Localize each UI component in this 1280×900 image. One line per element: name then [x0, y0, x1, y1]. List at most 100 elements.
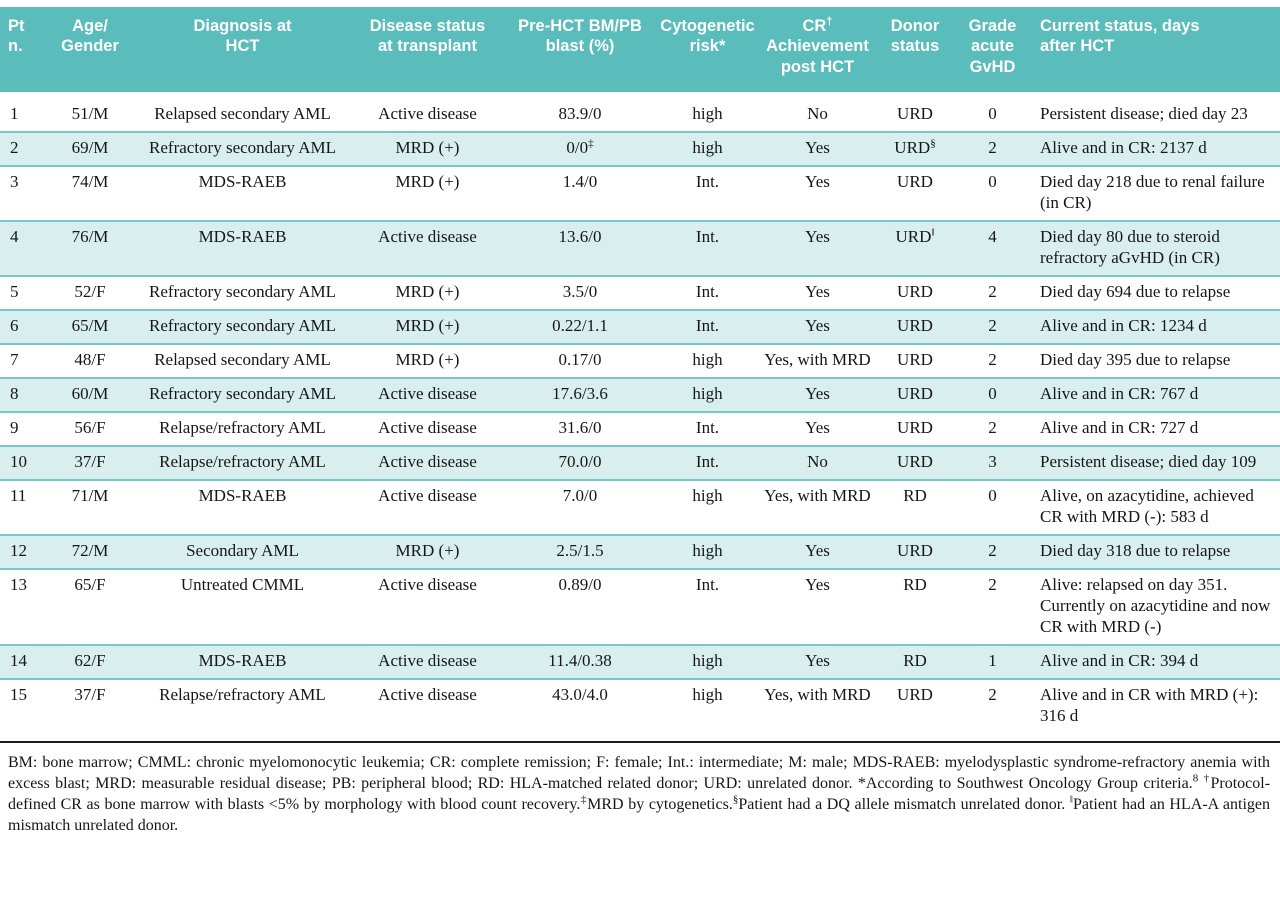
cell-cr-achievement: Yes — [760, 644, 875, 681]
column-header-donor-status: Donor status — [875, 7, 955, 100]
cell-current-status: Died day 318 due to relapse — [1030, 534, 1280, 571]
cell-disease-status: MRD (+) — [350, 534, 505, 571]
cell-diagnosis: MDS-RAEB — [198, 172, 287, 192]
cell-pt-number: 1 — [10, 104, 19, 124]
cell-pre-hct-blast: 0.89/0 — [558, 575, 602, 595]
superscript-mark: 8 — [1192, 773, 1199, 786]
column-header-grade-gvhd: Grade acute GvHD — [955, 7, 1030, 100]
cell-diagnosis: Untreated CMML — [180, 575, 305, 595]
footnote: BM: bone marrow; CMML: chronic myelomono… — [8, 754, 1271, 835]
cell-current-status: Alive: relapsed on day 351. Currently on… — [1040, 575, 1271, 637]
header-row: Pt n. Age/ Gender Diagnosis at HCT Disease … — [0, 7, 1280, 100]
cell-cytogenetic-risk: Int. — [655, 309, 760, 346]
cell-pre-hct-blast: 83.9/0 — [558, 104, 602, 124]
cell-grade-gvhd: 2 — [988, 350, 997, 370]
cell-disease-status: MRD (+) — [395, 172, 460, 192]
cell-age-gender: 60/M — [45, 377, 135, 414]
cell-cytogenetic-risk: high — [692, 350, 723, 370]
cell-donor-status: URD — [897, 418, 933, 438]
cell-pre-hct-blast: 3.5/0 — [562, 282, 598, 302]
column-header-pt-number: Pt n. — [0, 7, 45, 100]
cell-donor-status: URD — [897, 172, 933, 192]
cell-current-status: Alive and in CR: 2137 d — [1030, 131, 1280, 168]
cell-cr-achievement: Yes — [760, 534, 875, 571]
cell-age-gender: 76/M — [45, 220, 135, 278]
cell-grade-gvhd: 2 — [955, 309, 1030, 346]
cell-age-gender: 52/F — [74, 282, 106, 302]
table-row: 13 65/F Untreated CMML Active disease 0.89/0… — [0, 569, 1280, 645]
cell-disease-status: Active disease — [350, 220, 505, 278]
table-row: 15 37/F Relapse/refractory AML Active disea… — [0, 679, 1280, 733]
cell-cytogenetic-risk: Int. — [695, 282, 720, 302]
cell-disease-status: MRD (+) — [395, 282, 460, 302]
cell-pt-number: 7 — [10, 350, 19, 370]
cell-donor-status: URD — [875, 445, 955, 482]
cell-pre-hct-blast: 0.17/0 — [558, 350, 602, 370]
cell-pt-number: 9 — [10, 418, 19, 438]
cell-disease-status: Active disease — [350, 644, 505, 681]
cell-diagnosis: MDS-RAEB — [135, 220, 350, 278]
cell-donor-status: RD — [903, 486, 927, 506]
cell-pre-hct-blast: 13.6/0 — [505, 220, 655, 278]
cell-grade-gvhd: 0 — [988, 104, 997, 124]
table-row: 3 74/M MDS-RAEB MRD (+) 1.4/0 Int. Yes URD 0 Died… — [0, 166, 1280, 221]
cell-donor-status: RD — [903, 575, 927, 595]
cell-diagnosis: Relapse/refractory AML — [135, 445, 350, 482]
cell-cytogenetic-risk: high — [692, 486, 723, 506]
table-row: 7 48/F Relapsed secondary AML MRD (+) 0.17/0… — [0, 344, 1280, 378]
cell-donor-status: URD — [897, 350, 933, 370]
cell-disease-status: MRD (+) — [395, 350, 460, 370]
cell-cr-achievement: No — [807, 104, 828, 124]
cell-donor-status: URD§ — [875, 131, 955, 168]
cell-age-gender: 65/F — [74, 575, 106, 595]
cell-age-gender: 72/M — [45, 534, 135, 571]
table-row: 1 51/M Relapsed secondary AML Active diseas… — [0, 96, 1280, 133]
cell-donor-status: URD — [875, 377, 955, 414]
superscript-mark: § — [732, 794, 739, 807]
cell-disease-status: Active disease — [378, 418, 477, 438]
cell-current-status: Alive, on azacytidine, achieved CR with … — [1040, 486, 1254, 527]
cell-diagnosis: Refractory secondary AML — [149, 282, 336, 302]
cell-cr-achievement: Yes — [760, 377, 875, 414]
cell-diagnosis: MDS-RAEB — [198, 486, 287, 506]
cell-cr-achievement: Yes — [760, 309, 875, 346]
cell-disease-status: Active disease — [378, 575, 477, 595]
cell-cytogenetic-risk: high — [655, 534, 760, 571]
cell-donor-status: URD‖ — [875, 220, 955, 278]
cell-pre-hct-blast: 1.4/0 — [562, 172, 598, 192]
cell-grade-gvhd: 0 — [955, 377, 1030, 414]
cell-pt-number: 5 — [10, 282, 19, 302]
cell-cytogenetic-risk: Int. — [655, 220, 760, 278]
table-figure: Pt n. Age/ Gender Diagnosis at HCT Disease … — [0, 7, 1280, 835]
column-header-diagnosis: Diagnosis at HCT — [135, 7, 350, 100]
cell-grade-gvhd: 2 — [988, 282, 997, 302]
cell-donor-status: RD — [875, 644, 955, 681]
column-header-disease-status: Disease status at transplant — [350, 7, 505, 100]
superscript-mark: † — [1203, 773, 1211, 786]
cell-cr-achievement: Yes — [805, 418, 830, 438]
cell-current-status: Died day 218 due to renal failure (in CR… — [1040, 172, 1265, 213]
cell-pt-number: 13 — [10, 575, 27, 595]
cell-pre-hct-blast: 0/0‡ — [505, 131, 655, 168]
cell-diagnosis: Secondary AML — [135, 534, 350, 571]
cell-age-gender: 74/M — [71, 172, 109, 192]
cell-grade-gvhd: 1 — [955, 644, 1030, 681]
cell-diagnosis: Refractory secondary AML — [135, 131, 350, 168]
cell-cytogenetic-risk: high — [655, 377, 760, 414]
superscript-mark: † — [826, 15, 833, 28]
cell-cytogenetic-risk: high — [692, 104, 723, 124]
cell-cytogenetic-risk: Int. — [695, 418, 720, 438]
cell-pre-hct-blast: 11.4/0.38 — [505, 644, 655, 681]
cell-grade-gvhd: 4 — [955, 220, 1030, 278]
cell-diagnosis: Relapsed secondary AML — [154, 350, 331, 370]
superscript-mark: ‡ — [580, 794, 588, 807]
cell-cytogenetic-risk: high — [692, 685, 723, 705]
column-header-age-gender: Age/ Gender — [45, 7, 135, 100]
cell-age-gender: 37/F — [45, 445, 135, 482]
superscript-mark: ‖ — [931, 226, 935, 239]
superscript-mark: § — [930, 137, 936, 150]
cell-pre-hct-blast: 31.6/0 — [558, 418, 602, 438]
table-row: 8 60/M Refractory secondary AML Active dise… — [0, 377, 1280, 414]
cell-cr-achievement: Yes, with MRD — [764, 486, 871, 506]
cell-current-status: Died day 395 due to relapse — [1040, 350, 1231, 370]
